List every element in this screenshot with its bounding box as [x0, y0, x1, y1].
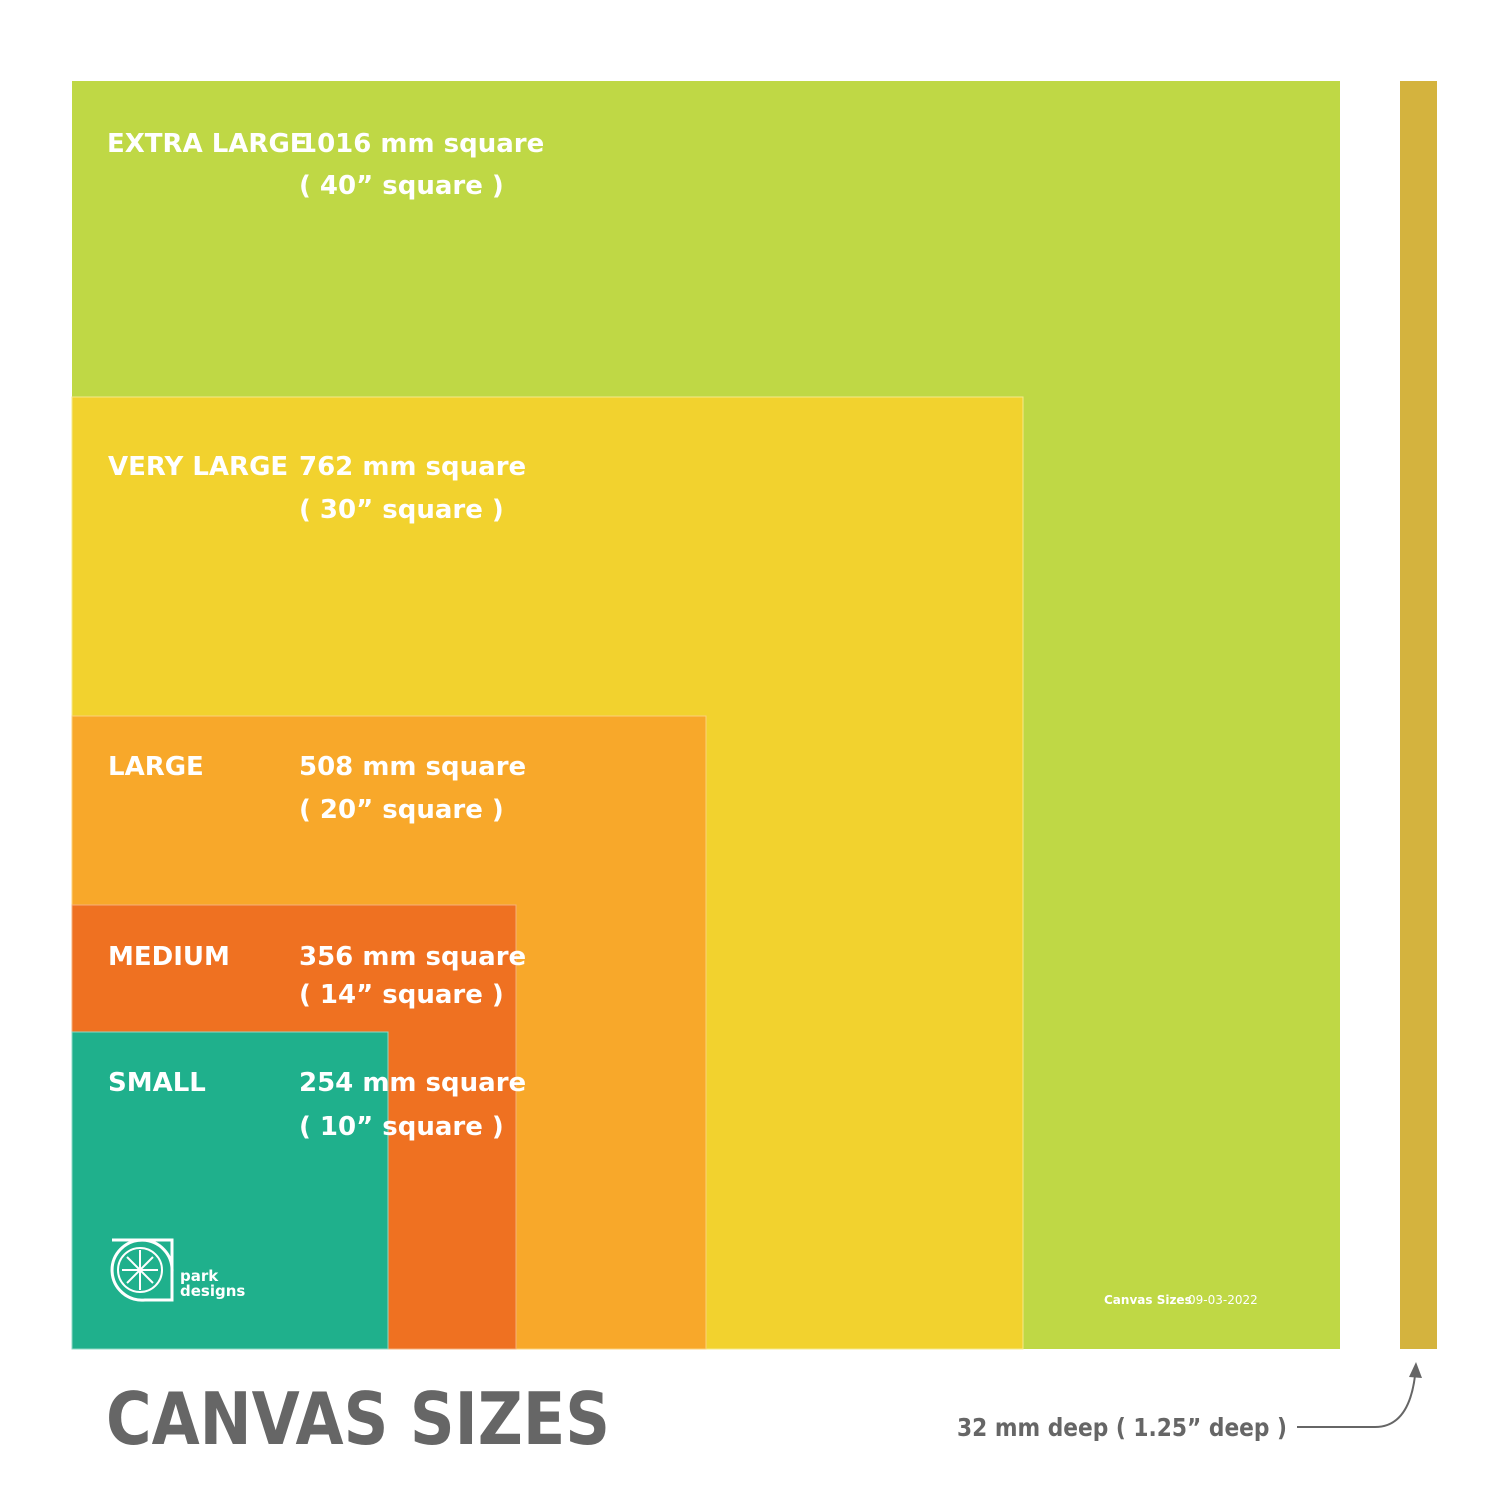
size-metric: 1016 mm square [299, 129, 544, 159]
logo-text: park [180, 1267, 219, 1285]
size-metric: 508 mm square [299, 752, 526, 782]
size-imperial: ( 14” square ) [299, 980, 504, 1010]
arrow-head [1409, 1362, 1422, 1378]
logo-text: designs [180, 1282, 245, 1300]
size-name: MEDIUM [108, 942, 230, 972]
footer-date: 09-03-2022 [1188, 1293, 1258, 1307]
size-imperial: ( 40” square ) [299, 171, 504, 201]
size-name: EXTRA LARGE [107, 129, 308, 159]
title: CANVAS SIZES [106, 1377, 610, 1461]
size-metric: 762 mm square [299, 452, 526, 482]
size-imperial: ( 30” square ) [299, 495, 504, 525]
logo-icon [110, 1238, 174, 1302]
size-name: LARGE [108, 752, 204, 782]
depth-arrow [1297, 1364, 1417, 1428]
depth-strip [1400, 81, 1437, 1349]
depth-label: 32 mm deep ( 1.25” deep ) [957, 1413, 1287, 1442]
footer-label: Canvas Sizes [1104, 1293, 1192, 1307]
size-name: VERY LARGE [108, 452, 288, 482]
size-metric: 254 mm square [299, 1068, 526, 1098]
size-imperial: ( 10” square ) [299, 1112, 504, 1142]
size-imperial: ( 20” square ) [299, 795, 504, 825]
size-metric: 356 mm square [299, 942, 526, 972]
size-name: SMALL [108, 1068, 206, 1098]
